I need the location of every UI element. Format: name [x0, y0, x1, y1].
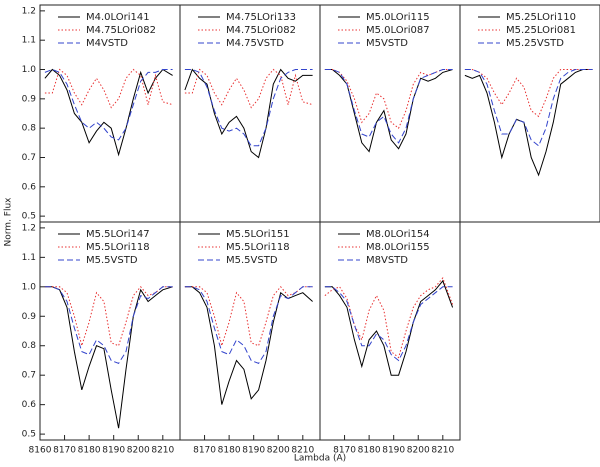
spectrum-line: [44, 68, 173, 141]
y-tick-label: 0.9: [22, 94, 37, 104]
legend-label: M5.25LOri110: [506, 12, 576, 23]
y-tick-label: 1.1: [22, 253, 36, 263]
spectrum-line: [324, 279, 454, 376]
y-tick-label: 1.2: [22, 6, 36, 16]
x-tick-label: 8190: [382, 446, 405, 456]
x-tick-label: 8160: [29, 446, 52, 456]
legend-label: M4.75LOri133: [226, 12, 296, 23]
legend-label: M5VSTD: [366, 38, 408, 49]
legend-label: M5.0LOri087: [366, 25, 430, 36]
y-tick-label: 0.7: [22, 153, 36, 163]
legend-label: M5.5VSTD: [226, 255, 278, 266]
legend-label: M5.0LOri115: [366, 12, 430, 23]
spectrum-line: [44, 286, 173, 365]
spectrum-line: [44, 68, 173, 157]
y-tick-label: 0.5: [22, 212, 36, 222]
x-tick-label: 8200: [407, 446, 430, 456]
spectrum-line: [324, 69, 453, 130]
legend-label: M8.0LOri154: [366, 229, 430, 240]
spectrum-line: [184, 286, 313, 405]
y-axis-label: Norm. Flux: [4, 197, 14, 247]
x-tick-label: 8210: [151, 446, 174, 456]
spectrum-line: [184, 286, 313, 365]
legend-label: M4VSTD: [86, 38, 128, 49]
x-tick-label: 8180: [218, 446, 241, 456]
spectrum-line: [44, 68, 173, 109]
legend-label: M8.0LOri155: [366, 242, 430, 253]
spectrum-line: [464, 69, 593, 177]
y-tick-label: 1.1: [22, 36, 36, 46]
spectrum-line: [184, 286, 313, 348]
x-axis-label: Lambda (A): [294, 454, 346, 464]
x-tick-label: 8210: [291, 446, 314, 456]
x-tick-label: 8180: [358, 446, 381, 456]
y-tick-label: 1.2: [22, 223, 36, 233]
y-tick-label: 0.8: [22, 124, 37, 134]
x-tick-label: 8170: [53, 446, 76, 456]
legend-label: M5.5LOri147: [86, 229, 150, 240]
x-tick-label: 8190: [242, 446, 265, 456]
spectrum-line: [324, 286, 453, 362]
legend-label: M4.0LOri141: [86, 12, 150, 23]
spectrum-line: [324, 277, 454, 359]
legend-label: M8VSTD: [366, 255, 408, 266]
y-tick-label: 0.7: [22, 371, 36, 381]
spectrum-line: [324, 69, 453, 153]
x-tick-label: 8200: [267, 446, 290, 456]
spectrum-line: [184, 69, 313, 147]
x-tick-label: 8190: [102, 446, 125, 456]
legend-label: M5.5LOri118: [226, 242, 290, 253]
spectrum-line: [464, 69, 593, 118]
panel-frame: [319, 221, 461, 441]
legend-label: M5.25VSTD: [506, 38, 564, 49]
spectrum-line: [44, 286, 173, 429]
x-tick-label: 8170: [333, 446, 356, 456]
spectrum-line: [184, 68, 313, 109]
legend-label: M5.25LOri081: [506, 25, 576, 36]
y-tick-label: 0.5: [22, 430, 36, 440]
legend-label: M4.75VSTD: [226, 38, 284, 49]
y-tick-label: 1.0: [22, 65, 37, 75]
legend-label: M4.75LOri082: [86, 25, 156, 36]
y-tick-label: 0.8: [22, 341, 37, 351]
x-tick-label: 8210: [431, 446, 454, 456]
spectrum-line: [464, 69, 593, 147]
x-tick-label: 8170: [193, 446, 216, 456]
y-tick-label: 0.6: [22, 400, 37, 410]
legend-label: M5.5LOri118: [86, 242, 150, 253]
legend-label: M5.5LOri151: [226, 229, 290, 240]
x-tick-label: 8200: [127, 446, 150, 456]
y-tick-label: 0.6: [22, 182, 37, 192]
panel-frame: [459, 4, 600, 223]
y-tick-label: 0.9: [22, 312, 37, 322]
spectrum-line: [44, 286, 173, 348]
x-tick-label: 8180: [78, 446, 101, 456]
spectrum-line: [184, 68, 313, 159]
y-tick-label: 1.0: [22, 282, 37, 292]
legend-label: M5.5VSTD: [86, 255, 138, 266]
legend-label: M4.75LOri082: [226, 25, 296, 36]
